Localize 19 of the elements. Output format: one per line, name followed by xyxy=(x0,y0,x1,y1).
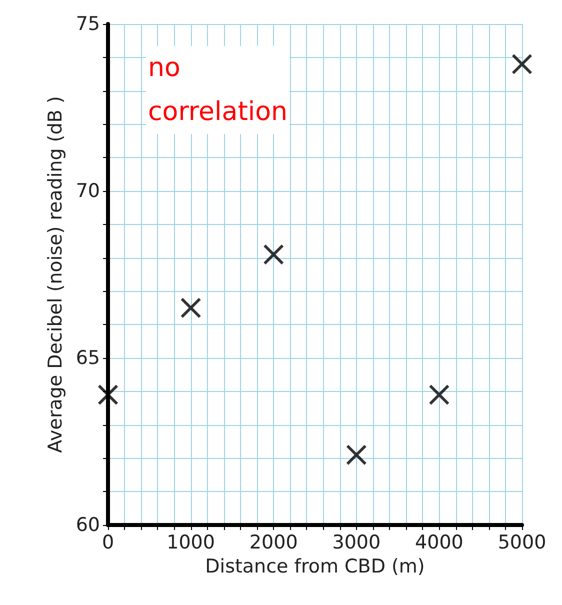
point xyxy=(264,244,284,264)
x-tick-label: 1000 xyxy=(166,532,215,554)
y-tick-label: 65 xyxy=(76,347,100,369)
annotation: no correlation xyxy=(148,53,288,127)
x-tick-label: 2000 xyxy=(249,532,298,554)
y-tick-label: 75 xyxy=(76,13,100,35)
x-tick-label: 3000 xyxy=(332,532,381,554)
x-tick-label: 0 xyxy=(102,532,114,554)
x-tick-label: 5000 xyxy=(498,532,546,554)
point xyxy=(98,384,118,405)
y-axis-title: Average Decibel (noise) reading (dB ) xyxy=(44,96,66,453)
y-tick-label: 60 xyxy=(76,514,100,536)
x-tick-label: 4000 xyxy=(415,532,464,554)
point xyxy=(346,444,366,465)
point xyxy=(180,298,201,318)
point xyxy=(429,384,450,405)
y-tick-label: 70 xyxy=(76,180,100,202)
x-axis-title: Distance from CBD (m) xyxy=(205,555,425,578)
point xyxy=(512,54,532,74)
